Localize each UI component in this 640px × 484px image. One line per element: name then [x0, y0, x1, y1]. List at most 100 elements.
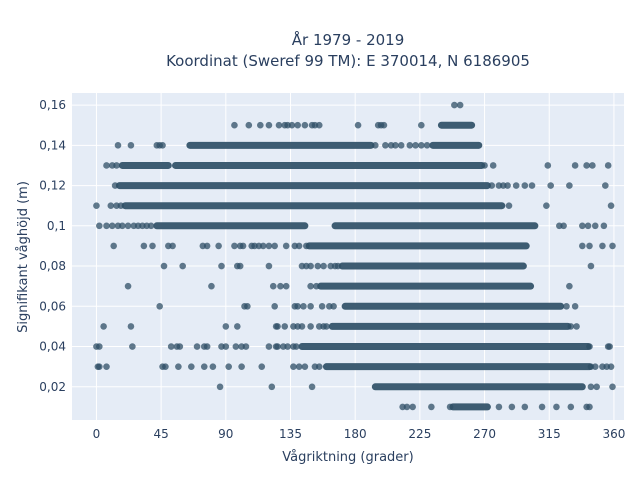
data-point — [600, 222, 608, 230]
data-point — [428, 403, 435, 411]
data-point — [108, 222, 116, 230]
chart-title-line1: År 1979 - 2019 — [292, 30, 405, 49]
data-point — [307, 282, 314, 290]
data-point — [566, 182, 573, 189]
data-point — [584, 222, 592, 230]
data-point — [392, 142, 399, 149]
data-point — [176, 343, 184, 350]
data-point — [275, 121, 283, 129]
data-point — [566, 282, 573, 290]
data-point — [571, 162, 579, 169]
data-point — [111, 182, 119, 189]
data-point — [505, 202, 513, 209]
data-point — [307, 323, 314, 330]
data-point — [571, 303, 579, 310]
data-point — [162, 363, 169, 370]
data-point — [589, 162, 596, 169]
data-point — [231, 242, 238, 250]
data-point — [234, 323, 241, 330]
data-point — [301, 363, 309, 370]
data-point — [281, 323, 289, 330]
data-point — [268, 383, 276, 391]
data-point — [609, 242, 616, 250]
data-point — [294, 303, 301, 310]
data-point — [160, 262, 168, 270]
x-tick-label: 0 — [93, 427, 101, 441]
data-point — [288, 121, 296, 129]
data-point — [504, 182, 511, 189]
data-point — [96, 343, 103, 350]
data-point — [225, 363, 232, 370]
data-point — [203, 242, 211, 250]
data-point — [292, 343, 300, 350]
data-point — [587, 383, 595, 391]
data-point — [412, 142, 419, 149]
data-point — [418, 121, 425, 129]
data-point — [606, 343, 613, 350]
data-point — [528, 182, 536, 189]
data-point — [543, 202, 550, 209]
data-point — [382, 142, 389, 149]
data-point — [318, 303, 326, 310]
y-tick-label: 0,16 — [39, 98, 66, 112]
data-point — [117, 202, 125, 209]
data-point — [114, 142, 122, 149]
data-point — [208, 282, 215, 290]
data-point — [607, 202, 615, 209]
data-point — [512, 182, 520, 189]
data-point — [489, 162, 497, 169]
y-tick-label: 0,1 — [47, 219, 66, 233]
data-point — [295, 363, 303, 370]
data-point — [257, 121, 264, 129]
data-point — [481, 162, 488, 169]
data-point — [259, 242, 267, 250]
data-point — [124, 222, 132, 230]
data-point — [593, 383, 600, 391]
data-point — [495, 403, 503, 411]
data-point — [188, 363, 195, 370]
data-point — [604, 162, 612, 169]
data-point — [573, 323, 580, 330]
data-point — [147, 222, 155, 230]
data-point — [456, 101, 464, 109]
data-point — [418, 142, 425, 149]
x-tick-label: 270 — [473, 427, 496, 441]
data-point — [308, 383, 316, 391]
data-point — [579, 242, 586, 250]
data-point — [587, 262, 595, 270]
data-point — [271, 303, 278, 310]
data-point — [127, 323, 135, 330]
data-point — [579, 222, 586, 230]
data-point — [315, 363, 323, 370]
data-point — [103, 363, 110, 370]
data-point — [93, 202, 100, 209]
data-point — [119, 222, 126, 230]
data-point — [553, 403, 560, 411]
data-point — [113, 162, 120, 169]
data-point — [544, 162, 552, 169]
data-point — [403, 403, 411, 411]
y-tick-label: 0,06 — [39, 299, 66, 313]
x-tick-labels: 0 45 90 135 180 225 270 315 360 — [93, 427, 626, 441]
data-point — [583, 162, 590, 169]
data-point — [602, 182, 609, 189]
data-point — [295, 242, 303, 250]
data-point — [238, 363, 245, 370]
data-point — [200, 363, 208, 370]
data-point — [294, 121, 301, 129]
data-point — [423, 142, 431, 149]
data-point — [209, 363, 217, 370]
y-tick-label: 0,12 — [39, 179, 66, 193]
data-points — [93, 101, 616, 411]
data-point — [330, 303, 337, 310]
data-point — [599, 242, 606, 250]
data-point — [193, 343, 201, 350]
data-point — [314, 262, 322, 270]
data-point — [300, 303, 307, 310]
data-point — [239, 242, 247, 250]
data-point — [245, 121, 253, 129]
data-point — [320, 262, 327, 270]
data-point — [354, 121, 362, 129]
x-tick-label: 225 — [408, 427, 431, 441]
